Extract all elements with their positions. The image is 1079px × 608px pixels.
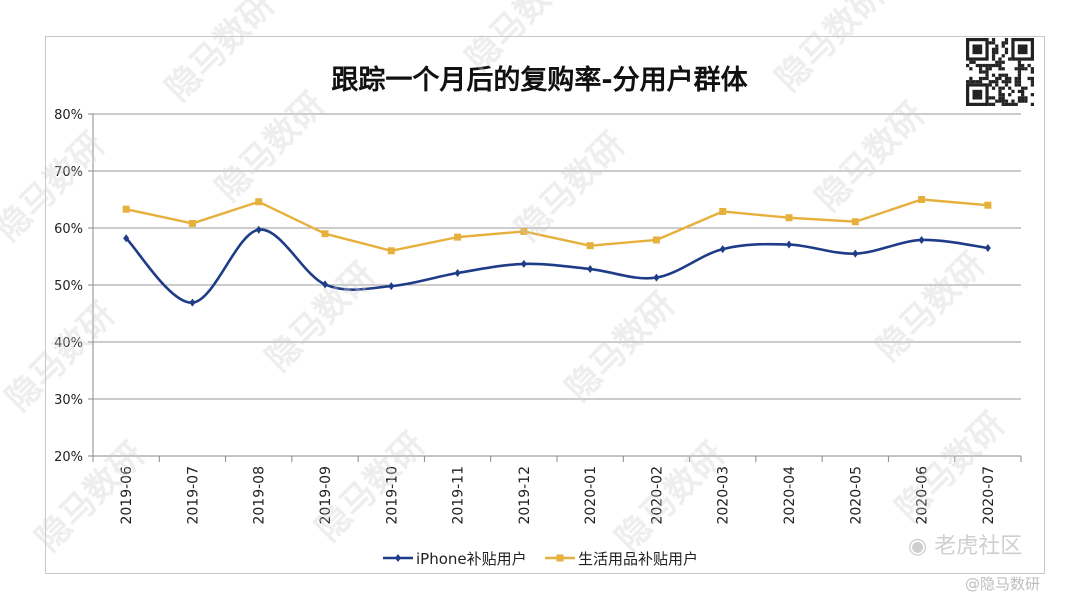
data-point bbox=[984, 201, 992, 209]
y-tick-label: 80% bbox=[54, 108, 83, 123]
series-lines bbox=[125, 198, 989, 304]
data-point bbox=[322, 280, 328, 289]
data-point bbox=[387, 247, 395, 255]
data-point bbox=[918, 235, 925, 244]
data-point bbox=[652, 236, 660, 244]
data-point bbox=[255, 198, 263, 206]
x-tick-label: 2020-02 bbox=[649, 466, 665, 525]
x-tick-label: 2020-03 bbox=[716, 466, 732, 525]
data-point bbox=[786, 240, 792, 249]
data-point bbox=[984, 243, 991, 252]
x-tick-label: 2020-04 bbox=[782, 466, 798, 525]
x-tick-label: 2019-07 bbox=[185, 466, 201, 525]
data-point bbox=[520, 227, 528, 235]
y-tick-label: 70% bbox=[54, 165, 83, 180]
legend-label: iPhone补贴用户 bbox=[416, 550, 527, 568]
x-tick-label: 2019-08 bbox=[252, 466, 268, 525]
data-point bbox=[189, 298, 196, 307]
x-tick-label: 2019-06 bbox=[119, 466, 135, 525]
watermark-corner-brand: @隐马数研 bbox=[965, 575, 1041, 593]
grid-lines bbox=[93, 113, 1021, 457]
data-point bbox=[255, 225, 262, 234]
data-point bbox=[918, 196, 926, 203]
legend: iPhone补贴用户 生活用品补贴用户 bbox=[383, 550, 698, 568]
data-point bbox=[188, 219, 196, 227]
data-point bbox=[321, 230, 329, 238]
series-markers bbox=[122, 196, 992, 307]
data-point bbox=[520, 259, 527, 268]
data-point bbox=[852, 249, 859, 258]
x-tick-label: 2019-10 bbox=[384, 466, 400, 525]
data-point bbox=[388, 282, 395, 291]
legend-marker bbox=[395, 554, 401, 562]
data-point bbox=[719, 245, 726, 254]
series-line bbox=[125, 198, 988, 252]
chart-title: 跟踪一个月后的复购率-分用户群体 bbox=[331, 65, 748, 96]
legend-marker bbox=[556, 554, 564, 562]
y-tick-label: 40% bbox=[54, 336, 83, 351]
x-tick-label: 2020-01 bbox=[583, 466, 599, 525]
data-point bbox=[122, 205, 130, 213]
legend-label: 生活用品补贴用户 bbox=[578, 550, 698, 568]
data-point bbox=[851, 218, 859, 226]
x-tick-label: 2019-12 bbox=[517, 466, 533, 525]
data-point bbox=[653, 273, 660, 282]
x-tick-label: 2020-06 bbox=[915, 466, 931, 525]
data-point bbox=[785, 214, 793, 222]
data-point bbox=[586, 242, 594, 250]
x-tick-labels: 2019-06 2019-07 2019-08 2019-09 2019-10 2019-… bbox=[119, 466, 997, 525]
x-tick-label: 2019-11 bbox=[451, 466, 467, 525]
qr-code-icon bbox=[966, 38, 1034, 106]
qr-code-graphic bbox=[966, 38, 1034, 106]
y-tick-label: 30% bbox=[54, 393, 83, 408]
data-point bbox=[454, 233, 462, 241]
data-point bbox=[587, 265, 594, 274]
chart-frame bbox=[45, 36, 1045, 574]
data-point bbox=[123, 234, 130, 243]
data-point bbox=[719, 207, 727, 215]
x-tick-label: 2020-07 bbox=[981, 466, 997, 525]
y-tick-label: 60% bbox=[54, 222, 83, 237]
y-tick-label: 50% bbox=[54, 279, 83, 294]
x-tick-label: 2019-09 bbox=[318, 466, 334, 525]
x-tick-label: 2020-05 bbox=[848, 466, 864, 525]
y-tick-labels: 20% 30% 40% 50% 60% 70% 80% bbox=[54, 108, 83, 465]
series-line bbox=[125, 228, 989, 304]
axes bbox=[88, 113, 1022, 462]
watermark-corner-logo: ◉ 老虎社区 bbox=[908, 534, 1023, 559]
tiger-logo-icon: ◉ bbox=[908, 534, 935, 559]
data-point bbox=[454, 269, 461, 278]
y-tick-label: 20% bbox=[54, 450, 83, 465]
